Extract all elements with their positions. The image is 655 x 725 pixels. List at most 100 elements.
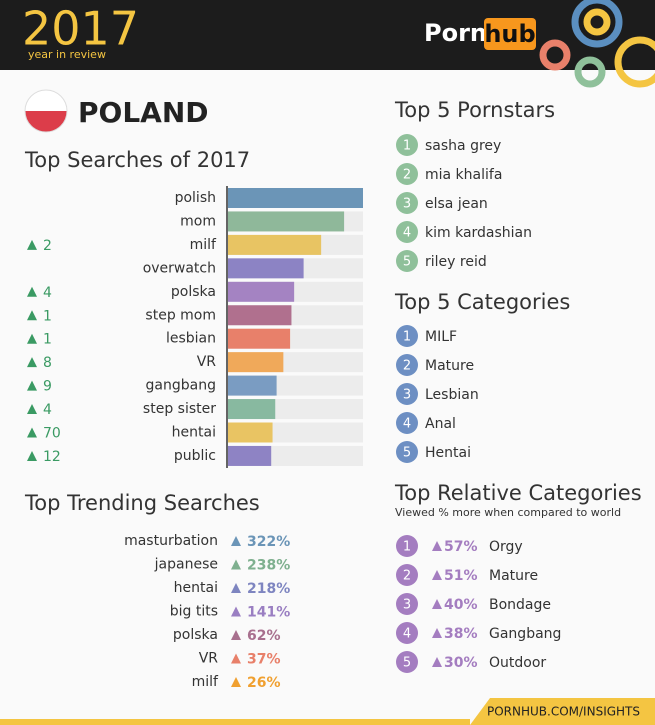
up-arrow	[432, 541, 442, 551]
footer: PORNHUB.COM/INSIGHTS	[487, 705, 640, 719]
rank-change: 8	[43, 355, 52, 371]
list-item: elsa jean	[425, 196, 488, 212]
category-label: polish	[175, 190, 216, 206]
rank-number: 4	[403, 226, 411, 241]
rank-change: 12	[43, 449, 61, 465]
country: POLAND	[78, 96, 209, 129]
up-arrow	[27, 380, 37, 391]
category-label: public	[174, 448, 216, 464]
bar	[228, 234, 322, 255]
trending-term: japanese	[154, 557, 218, 573]
chart-title: Top Searches of 2017	[24, 148, 250, 172]
trending-value: 218%	[247, 581, 290, 597]
list-item: Mature	[425, 358, 474, 374]
up-arrow	[231, 536, 241, 546]
up-arrow	[27, 333, 37, 344]
up-arrow	[27, 357, 37, 368]
up-arrow	[27, 404, 37, 415]
rank-number: 5	[403, 255, 411, 270]
rank-number: 1	[403, 139, 411, 154]
rank-badge	[396, 564, 418, 586]
logo-left: Porn	[424, 19, 487, 47]
category-label: gangbang	[146, 378, 216, 394]
relative-value: 40%	[444, 597, 478, 613]
bar	[228, 328, 291, 349]
list-item: riley reid	[425, 254, 487, 270]
rank-number: 3	[403, 197, 411, 212]
rank-number: 2	[403, 359, 411, 374]
up-arrow	[27, 450, 37, 461]
rank-number: 4	[403, 417, 411, 432]
up-arrow	[231, 559, 241, 570]
rank-badge	[396, 622, 418, 644]
trending-value: 62%	[247, 628, 281, 644]
up-arrow	[432, 599, 442, 609]
categories-title: Top 5 Categories	[394, 290, 570, 314]
rank-badge	[396, 134, 418, 156]
rank-change: 1	[43, 308, 52, 324]
category-label: mom	[180, 213, 216, 229]
trending-term: milf	[192, 674, 219, 690]
rank-badge	[396, 192, 418, 214]
rank-number: 2	[403, 569, 411, 584]
rank-badge	[396, 250, 418, 272]
rank-badge	[396, 354, 418, 376]
bar	[228, 375, 277, 396]
relative-subtitle: Viewed % more when compared to world	[395, 506, 621, 519]
category-label: hentai	[172, 425, 216, 441]
category-label: lesbian	[166, 331, 216, 347]
rank-number: 5	[403, 446, 411, 461]
list-item: Outdoor	[489, 655, 546, 671]
rank-badge	[396, 412, 418, 434]
bar	[228, 445, 272, 466]
list-item: MILF	[425, 329, 457, 345]
trending-value: 322%	[247, 534, 290, 550]
relative-value: 38%	[444, 626, 478, 642]
up-arrow	[231, 653, 241, 664]
decor	[539, 0, 655, 88]
rank-number: 5	[403, 656, 411, 671]
list-item: Gangbang	[489, 626, 561, 642]
bar	[228, 281, 295, 302]
up-arrow	[231, 677, 241, 687]
list-item: Mature	[489, 568, 538, 584]
relative-value: 57%	[444, 539, 478, 555]
rank-change: 70	[43, 426, 61, 442]
trending-title: Top Trending Searches	[24, 491, 260, 515]
rank-badge	[396, 383, 418, 405]
list-item: Lesbian	[425, 387, 479, 403]
list-item: Bondage	[489, 597, 551, 613]
trending-term: big tits	[170, 604, 218, 620]
bar	[228, 399, 276, 420]
up-arrow	[432, 657, 442, 667]
rank-badge	[396, 325, 418, 347]
trending-value: 141%	[247, 605, 290, 621]
bar	[228, 422, 273, 443]
rank-badge	[396, 593, 418, 615]
relative-title: Top Relative Categories	[394, 481, 642, 505]
rank-badge	[396, 163, 418, 185]
rank-number: 1	[403, 330, 411, 345]
up-arrow	[432, 628, 442, 638]
trending-term: polska	[173, 627, 218, 643]
up-arrow	[231, 606, 241, 617]
category-label: overwatch	[143, 260, 216, 276]
logo-box	[484, 18, 536, 50]
relative-value: 30%	[444, 655, 478, 671]
bar	[228, 211, 345, 232]
relative-value: 51%	[444, 568, 478, 584]
pornstars-title: Top 5 Pornstars	[394, 98, 555, 122]
trending-term: VR	[199, 651, 219, 667]
trending-value: 26%	[247, 675, 281, 691]
trending-value: 238%	[247, 558, 290, 574]
category-label: polska	[171, 284, 216, 300]
rank-badge	[396, 535, 418, 557]
trending-term: hentai	[174, 580, 218, 596]
rank-badge	[396, 221, 418, 243]
year: 2017	[22, 2, 139, 56]
logo-right: hub	[484, 20, 535, 48]
rank-change: 4	[43, 285, 52, 301]
rank-change: 1	[43, 332, 52, 348]
rank-change: 4	[43, 402, 52, 418]
up-arrow	[432, 570, 442, 580]
